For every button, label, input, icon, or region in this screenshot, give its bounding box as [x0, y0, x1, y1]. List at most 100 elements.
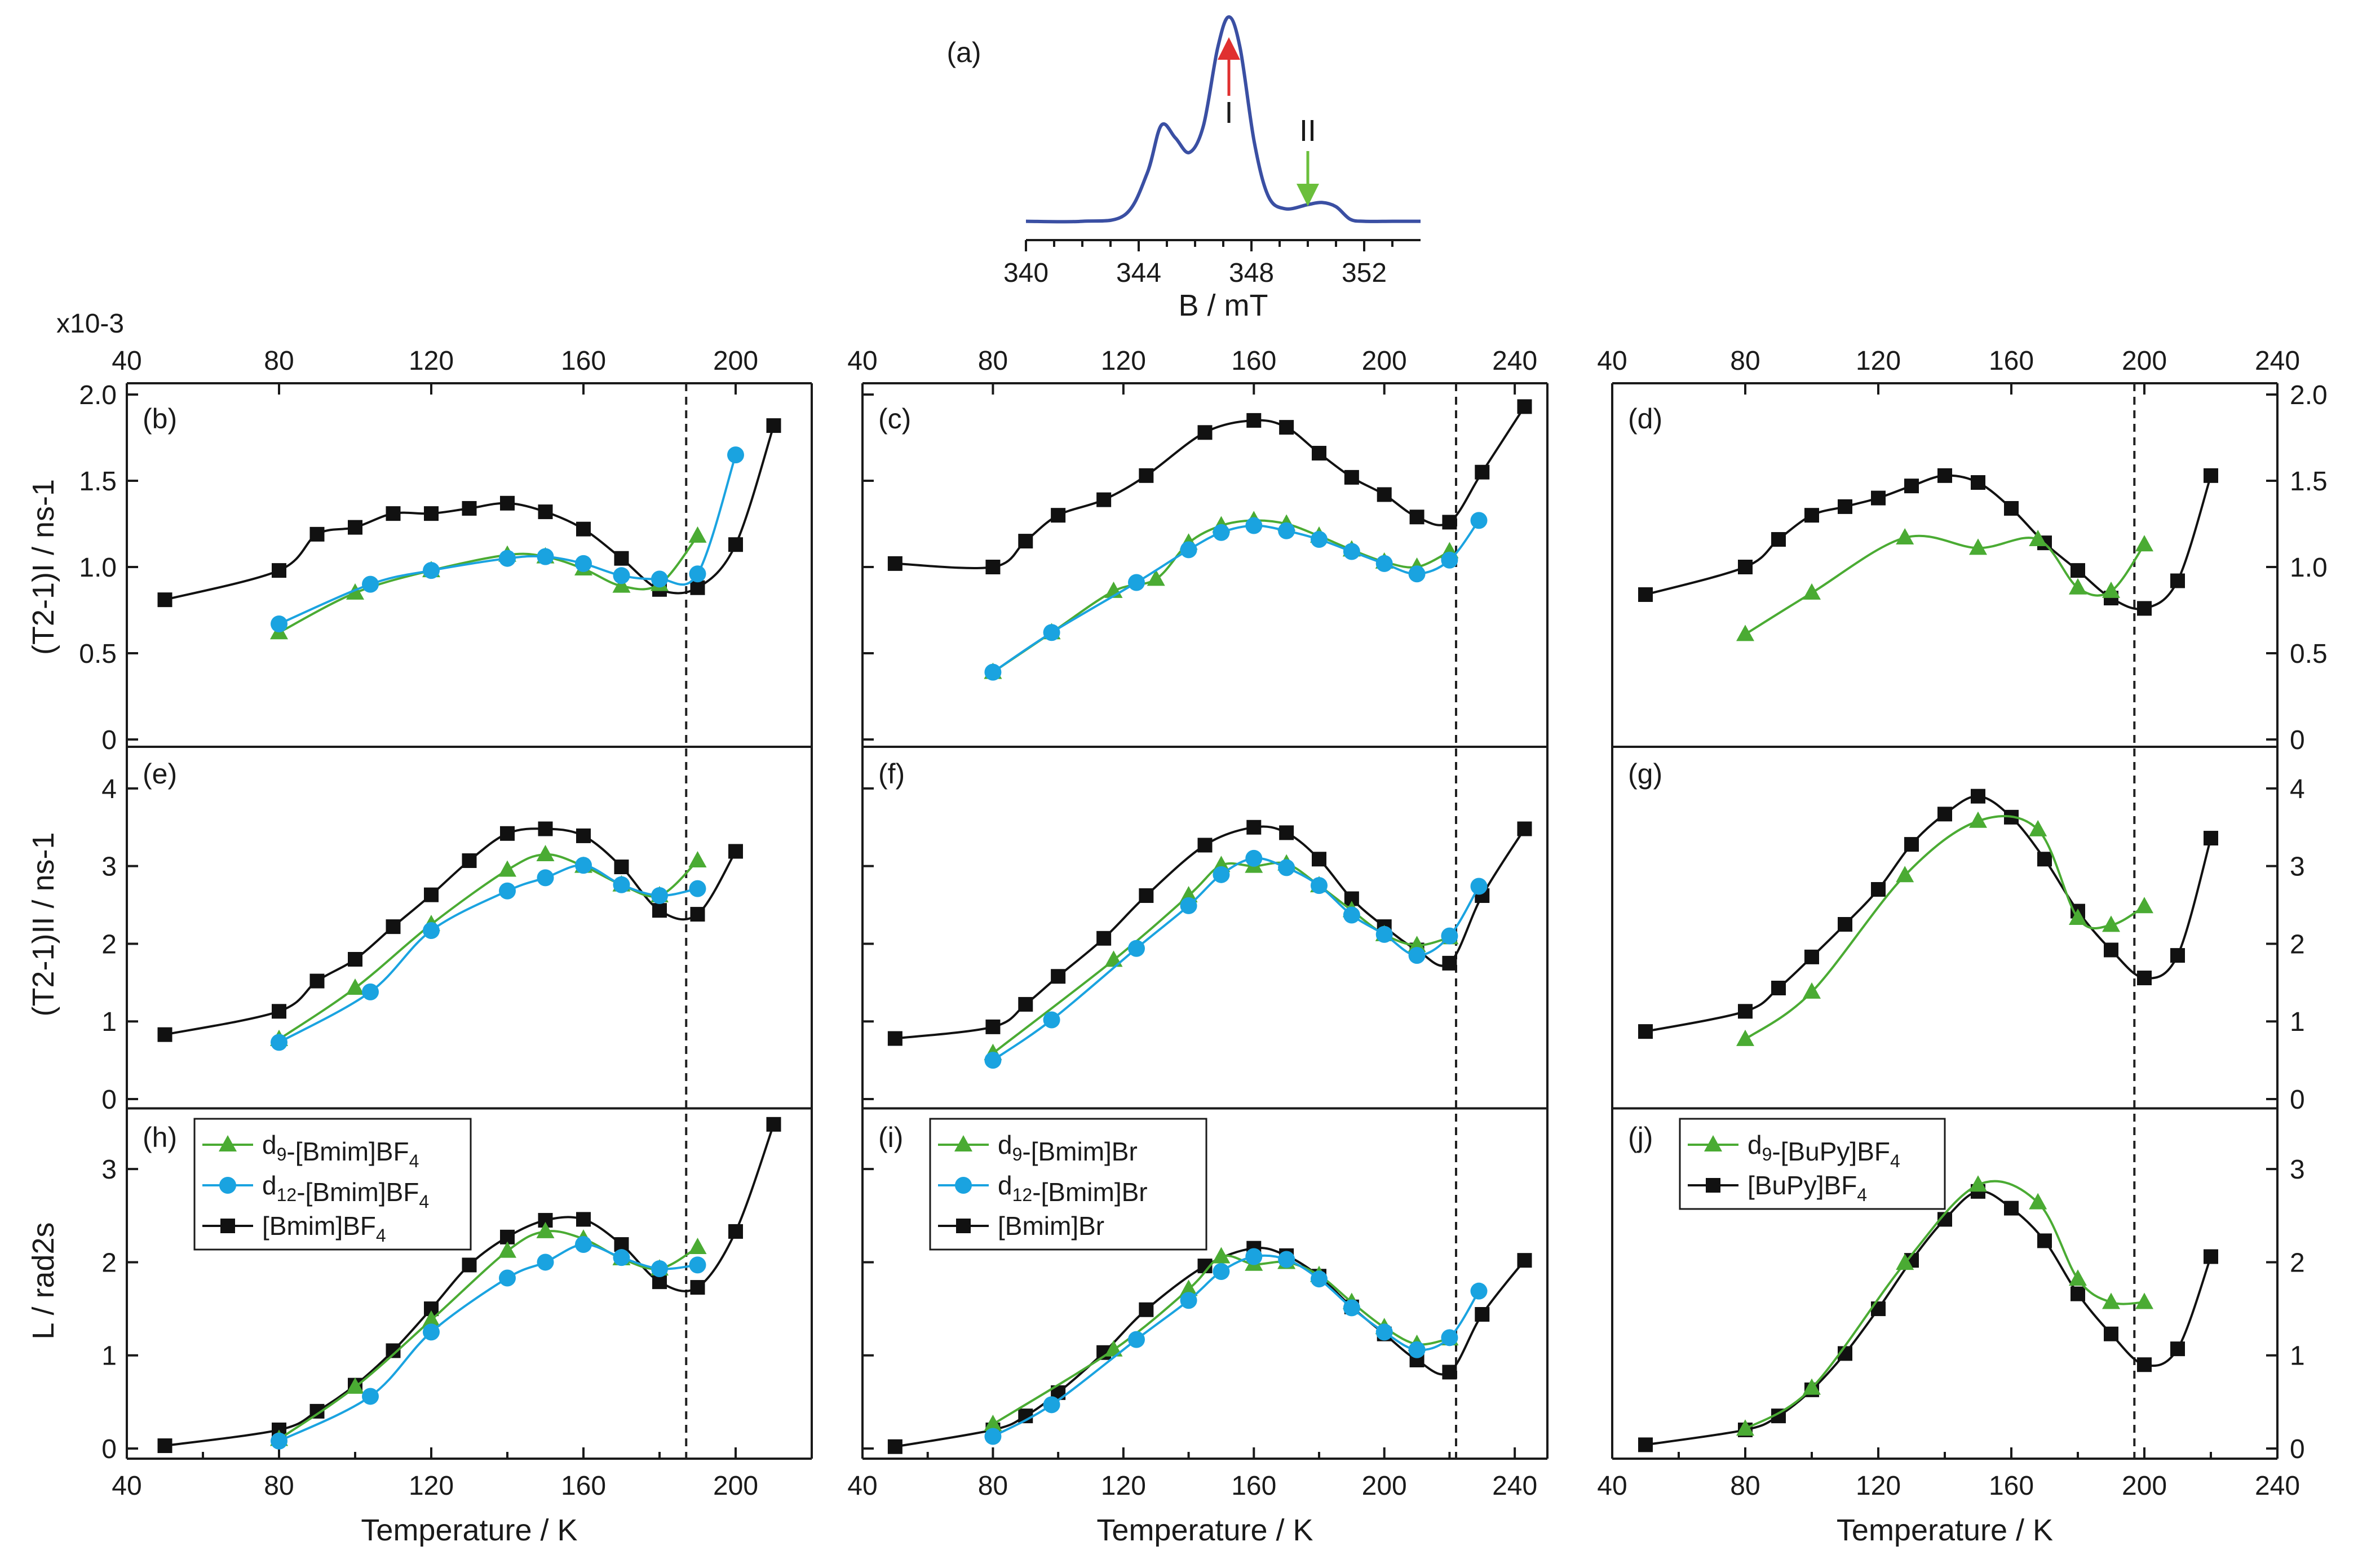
bottom-x-tick-label: 40 [847, 1471, 877, 1501]
green-triangle-marker [346, 978, 364, 995]
blue-circle-marker [537, 869, 554, 887]
green-triangle-marker [422, 1310, 440, 1327]
black-square-marker [1246, 820, 1262, 835]
legend-subscript: 4 [376, 1225, 386, 1246]
black-square-marker [1937, 468, 1952, 483]
green-triangle-marker [1896, 528, 1914, 544]
black-square-marker [887, 556, 903, 571]
y-tick-label: 1 [101, 1007, 117, 1037]
top-x-tick-label: 120 [1856, 346, 1901, 376]
y-tick-label: 4 [101, 774, 117, 804]
black-square-marker [985, 1019, 1001, 1034]
green-triangle-marker [688, 526, 707, 543]
black-square-marker [2104, 942, 2118, 958]
blue-circle-marker [362, 983, 379, 1000]
black-square-marker [2071, 1286, 2085, 1301]
black-square-marker [2104, 1326, 2118, 1341]
legend-subscript: 12 [1012, 1185, 1033, 1205]
black-square-marker [1139, 468, 1154, 483]
black-square-marker [1771, 980, 1786, 995]
panel-label: (e) [143, 758, 177, 790]
black-square-marker [1738, 1004, 1753, 1019]
panel-b: 0 0.5 1.0 1.5 2.0 (T2-1)I / ns-1 (b) [26, 380, 812, 755]
blue-circle-marker [423, 922, 440, 940]
black-square-marker [1442, 955, 1457, 971]
panel-label: (d) [1628, 403, 1662, 435]
y-axis-label: (T2-1)I / ns-1 [26, 479, 60, 655]
green-triangle-marker [1179, 886, 1198, 903]
panel-j: 0 1 2 3 (j) [1628, 1122, 2305, 1464]
green-series-line [1744, 815, 2145, 1040]
y-tick-label: 1 [101, 1341, 117, 1371]
green-triangle-marker [1408, 936, 1426, 953]
black-series-line [165, 827, 737, 1036]
blue-circle-marker [271, 1034, 287, 1051]
bottom-x-tick-label: 120 [1856, 1471, 1901, 1501]
top-x-tick-label: 160 [561, 346, 606, 376]
black-square-marker [1517, 821, 1532, 836]
black-square-marker [1937, 807, 1952, 822]
y-tick-label: 2 [2290, 1248, 2305, 1278]
blue-circle-marker [1375, 925, 1393, 943]
black-square-marker [1871, 882, 1886, 897]
black-square-marker [766, 418, 781, 433]
blue-circle-marker [1245, 1248, 1263, 1265]
green-triangle-marker [2069, 908, 2087, 925]
bottom-x-tick-label: 80 [978, 1471, 1008, 1501]
x-scale-note: x10-3 [56, 309, 124, 339]
legend-subscript: 4 [419, 1191, 429, 1212]
legend-square-marker [956, 1219, 971, 1233]
top-x-tick-label: 40 [112, 346, 141, 376]
black-square-marker [690, 1280, 705, 1295]
green-triangle-marker [1104, 950, 1123, 967]
blue-circle-marker [1343, 1299, 1360, 1317]
legend-text: d [262, 1171, 277, 1200]
blue-circle-marker [1043, 1396, 1060, 1414]
legend-text: -[Bmim]Br [1032, 1177, 1147, 1207]
black-square-marker [348, 520, 362, 535]
y-tick-label: 0 [101, 725, 117, 755]
legend-text: -[Bmim]Br [1022, 1137, 1137, 1166]
bottom-x-tick-label: 240 [2255, 1471, 2300, 1501]
black-square-marker [1838, 499, 1852, 514]
black-square-marker [538, 504, 553, 520]
green-triangle-marker [2102, 581, 2120, 598]
top-x-tick-label: 240 [1492, 346, 1537, 376]
black-square-marker [1904, 837, 1919, 852]
legend-label: d9-[Bmim]Br [998, 1130, 1138, 1166]
bottom-x-tick-label: 120 [1101, 1471, 1146, 1501]
legend-label: d9-[BuPy]BF4 [1748, 1130, 1900, 1171]
black-square-marker [2204, 831, 2218, 846]
blue-circle-marker [1470, 1282, 1488, 1300]
top-x-tick-label: 200 [2122, 346, 2167, 376]
column-2: 40 80 120 160 200 240 40 80 120 160 200 240 Temperat… [847, 346, 1549, 1547]
green-triangle-marker [536, 1221, 555, 1238]
epr-x-tick-label: 352 [1342, 258, 1387, 288]
y-tick-label: 2 [101, 929, 117, 959]
black-square-marker [576, 828, 591, 843]
legend-text: -[Bmim]BF [297, 1177, 419, 1207]
bottom-x-tick-label: 80 [264, 1471, 294, 1501]
bottom-x-tick-label: 120 [409, 1471, 454, 1501]
y-tick-label: 1.0 [2290, 553, 2328, 583]
top-x-tick-label: 40 [1597, 346, 1627, 376]
epr-x-label: B / mT [1179, 289, 1268, 322]
legend-square-marker [220, 1219, 235, 1233]
black-square-marker [766, 1117, 781, 1132]
blue-circle-marker [1408, 1341, 1426, 1358]
y-tick-label: 3 [101, 852, 117, 882]
legend-label: [Bmim]BF4 [262, 1211, 386, 1246]
blue-circle-marker [423, 1323, 440, 1341]
black-square-marker [1139, 1302, 1154, 1317]
green-triangle-marker [498, 860, 516, 877]
green-triangle-marker [346, 1377, 364, 1394]
black-square-marker [728, 844, 743, 859]
black-square-marker [2004, 1201, 2019, 1216]
blue-circle-marker [1128, 574, 1145, 591]
blue-circle-marker [271, 615, 287, 632]
black-square-marker [1638, 587, 1653, 602]
y-tick-label: 2.0 [2290, 380, 2328, 410]
blue-circle-marker [1278, 522, 1295, 539]
y-tick-label: 1.0 [79, 553, 117, 583]
top-x-tick-label: 80 [1730, 346, 1760, 376]
